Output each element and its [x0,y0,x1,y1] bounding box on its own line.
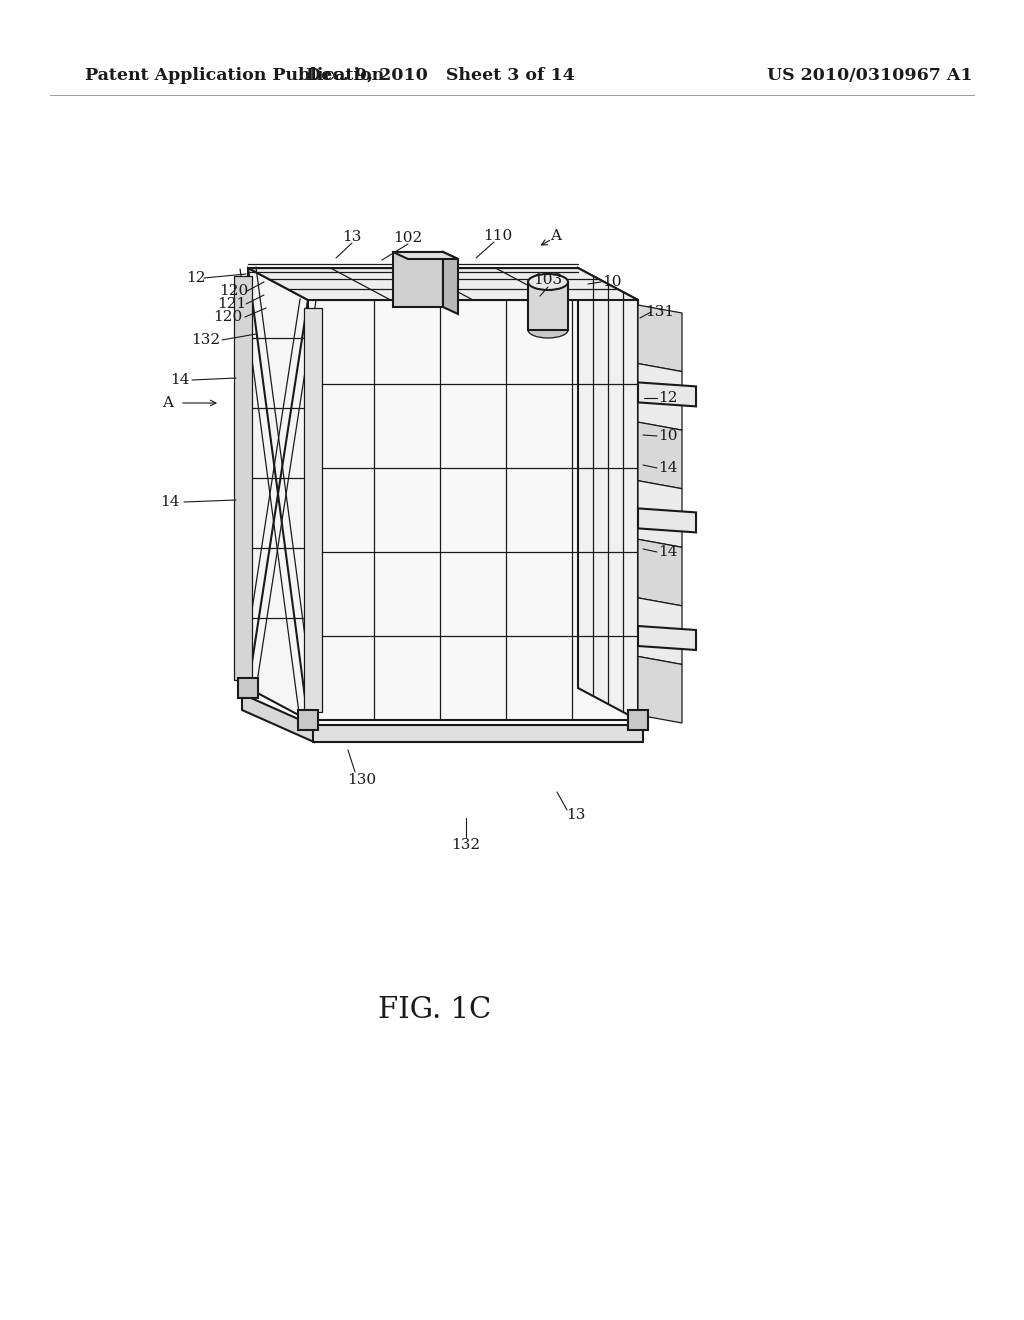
Text: US 2010/0310967 A1: US 2010/0310967 A1 [767,66,973,83]
Text: 130: 130 [347,774,377,787]
Text: A: A [163,396,173,411]
Text: 10: 10 [658,429,678,444]
Text: 14: 14 [170,374,189,387]
Polygon shape [638,480,682,548]
Polygon shape [238,678,258,698]
Polygon shape [393,252,443,308]
Ellipse shape [528,322,568,338]
Text: 121: 121 [217,297,247,312]
Text: 14: 14 [658,461,678,475]
Text: 103: 103 [534,273,562,286]
Polygon shape [638,422,682,488]
Text: 132: 132 [452,838,480,851]
Polygon shape [443,252,458,314]
Text: 12: 12 [658,391,678,405]
Polygon shape [242,694,314,742]
Polygon shape [248,268,308,719]
Polygon shape [638,363,682,430]
Text: Dec. 9, 2010   Sheet 3 of 14: Dec. 9, 2010 Sheet 3 of 14 [305,66,574,83]
Text: 12: 12 [186,271,206,285]
Text: 13: 13 [566,808,586,822]
Polygon shape [298,710,318,730]
Text: 13: 13 [342,230,361,244]
Text: 14: 14 [658,545,678,558]
Polygon shape [393,252,458,259]
Polygon shape [578,268,638,719]
Text: 120: 120 [213,310,243,323]
Polygon shape [308,300,638,719]
Polygon shape [638,626,696,649]
Polygon shape [638,656,682,723]
Polygon shape [638,508,696,532]
Polygon shape [234,276,252,680]
Ellipse shape [528,275,568,290]
Polygon shape [638,598,682,664]
Text: Patent Application Publication: Patent Application Publication [85,66,384,83]
Text: 120: 120 [219,284,249,298]
Polygon shape [638,383,696,407]
Polygon shape [638,305,682,371]
Text: 110: 110 [483,228,513,243]
Text: 10: 10 [602,275,622,289]
Text: FIG. 1C: FIG. 1C [379,997,492,1024]
Text: A: A [551,228,561,243]
Polygon shape [304,308,322,711]
Text: 102: 102 [393,231,423,246]
Polygon shape [313,725,643,742]
Polygon shape [528,282,568,330]
Text: 14: 14 [160,495,180,510]
Polygon shape [638,540,682,606]
Polygon shape [248,268,638,300]
Polygon shape [628,710,648,730]
Text: 131: 131 [645,305,675,319]
Text: 132: 132 [191,333,220,347]
